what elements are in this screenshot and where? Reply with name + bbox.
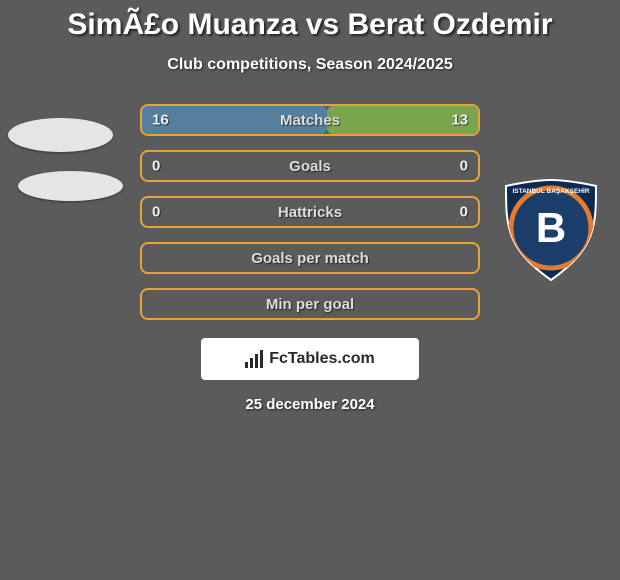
player1-photo-placeholder [8, 118, 113, 152]
date-text: 25 december 2024 [0, 396, 620, 413]
stats-area: ISTANBUL BAŞAKŞEHİR B Matches 16 13 Goals 0 0… [0, 104, 620, 320]
stat-value-left: 0 [152, 204, 160, 221]
fctables-logo-box: FcTables.com [201, 338, 419, 380]
page-subtitle: Club competitions, Season 2024/2025 [0, 56, 620, 74]
stat-row: Matches 16 13 [140, 104, 480, 136]
stat-value-right: 0 [460, 204, 468, 221]
page-title: SimÃ£o Muanza vs Berat Ozdemir [0, 0, 620, 42]
stat-row: Min per goal [140, 288, 480, 320]
badge-letter: B [536, 204, 566, 251]
brand-text: FcTables.com [269, 350, 375, 368]
stat-label: Goals [289, 158, 331, 175]
stat-label: Goals per match [251, 250, 369, 267]
stat-value-right: 13 [451, 112, 468, 129]
stat-label: Matches [280, 112, 340, 129]
club-badge-icon: ISTANBUL BAŞAKŞEHİR B [500, 176, 602, 284]
stat-row: Goals 0 0 [140, 150, 480, 182]
stat-value-right: 0 [460, 158, 468, 175]
stat-value-left: 16 [152, 112, 169, 129]
stat-rows: Matches 16 13 Goals 0 0 Hattricks 0 0 Goals per m… [140, 104, 480, 320]
stat-label: Hattricks [278, 204, 342, 221]
bars-icon [245, 350, 263, 368]
stat-row: Goals per match [140, 242, 480, 274]
player2-club-badge: ISTANBUL BAŞAKŞEHİR B [500, 176, 602, 284]
stat-value-left: 0 [152, 158, 160, 175]
stat-row: Hattricks 0 0 [140, 196, 480, 228]
player1-club-photo-placeholder [18, 171, 123, 201]
stat-label: Min per goal [266, 296, 354, 313]
badge-top-text: ISTANBUL BAŞAKŞEHİR [512, 187, 589, 195]
